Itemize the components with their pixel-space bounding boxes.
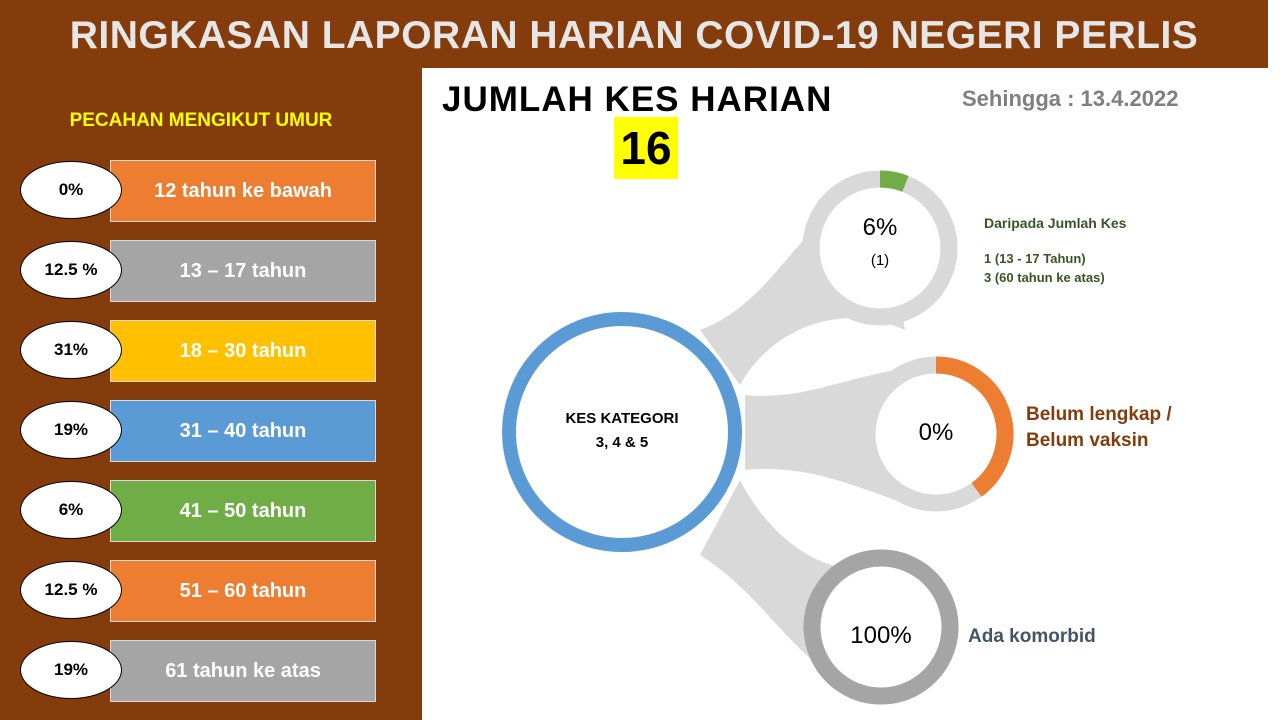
category-label-line2: 3, 4 & 5 [562,434,682,451]
donut-2-note-line-2: Belum vaksin [1026,430,1149,452]
donut-3-note: Ada komorbid [968,626,1096,648]
donut-2-percent: 0% [896,419,976,447]
donut-1-note-line-1: 1 (13 - 17 Tahun) [984,251,1086,266]
category-label-line1: KES KATEGORI [562,410,682,427]
donut-1-note-line-2: 3 (60 tahun ke atas) [984,270,1105,285]
donut-1-note-title: Daripada Jumlah Kes [984,215,1126,231]
donut-1-count: (1) [840,252,920,269]
category-ring [509,319,735,545]
donut-track-1 [811,179,949,317]
donut-2-note-line-1: Belum lengkap / [1026,404,1172,426]
donut-1-percent: 6% [840,214,920,242]
donut-3-percent: 100% [836,622,926,650]
donut-arc-1 [880,179,905,184]
